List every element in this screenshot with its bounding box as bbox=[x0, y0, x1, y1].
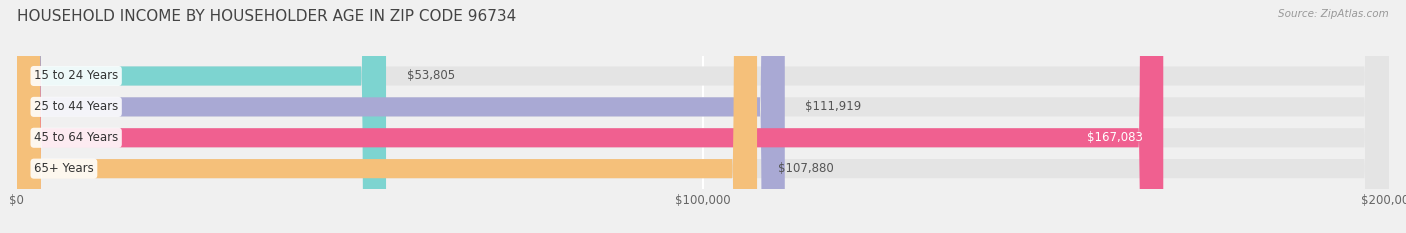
Text: HOUSEHOLD INCOME BY HOUSEHOLDER AGE IN ZIP CODE 96734: HOUSEHOLD INCOME BY HOUSEHOLDER AGE IN Z… bbox=[17, 9, 516, 24]
FancyBboxPatch shape bbox=[17, 0, 1389, 233]
Text: $53,805: $53,805 bbox=[406, 69, 454, 82]
FancyBboxPatch shape bbox=[17, 0, 1389, 233]
Text: 65+ Years: 65+ Years bbox=[34, 162, 94, 175]
Text: 25 to 44 Years: 25 to 44 Years bbox=[34, 100, 118, 113]
FancyBboxPatch shape bbox=[17, 0, 756, 233]
FancyBboxPatch shape bbox=[17, 0, 1163, 233]
Text: $107,880: $107,880 bbox=[778, 162, 834, 175]
Text: $111,919: $111,919 bbox=[806, 100, 862, 113]
FancyBboxPatch shape bbox=[17, 0, 1389, 233]
FancyBboxPatch shape bbox=[17, 0, 785, 233]
Text: Source: ZipAtlas.com: Source: ZipAtlas.com bbox=[1278, 9, 1389, 19]
Text: 45 to 64 Years: 45 to 64 Years bbox=[34, 131, 118, 144]
FancyBboxPatch shape bbox=[17, 0, 387, 233]
FancyBboxPatch shape bbox=[17, 0, 1389, 233]
Text: $167,083: $167,083 bbox=[1087, 131, 1143, 144]
Text: 15 to 24 Years: 15 to 24 Years bbox=[34, 69, 118, 82]
